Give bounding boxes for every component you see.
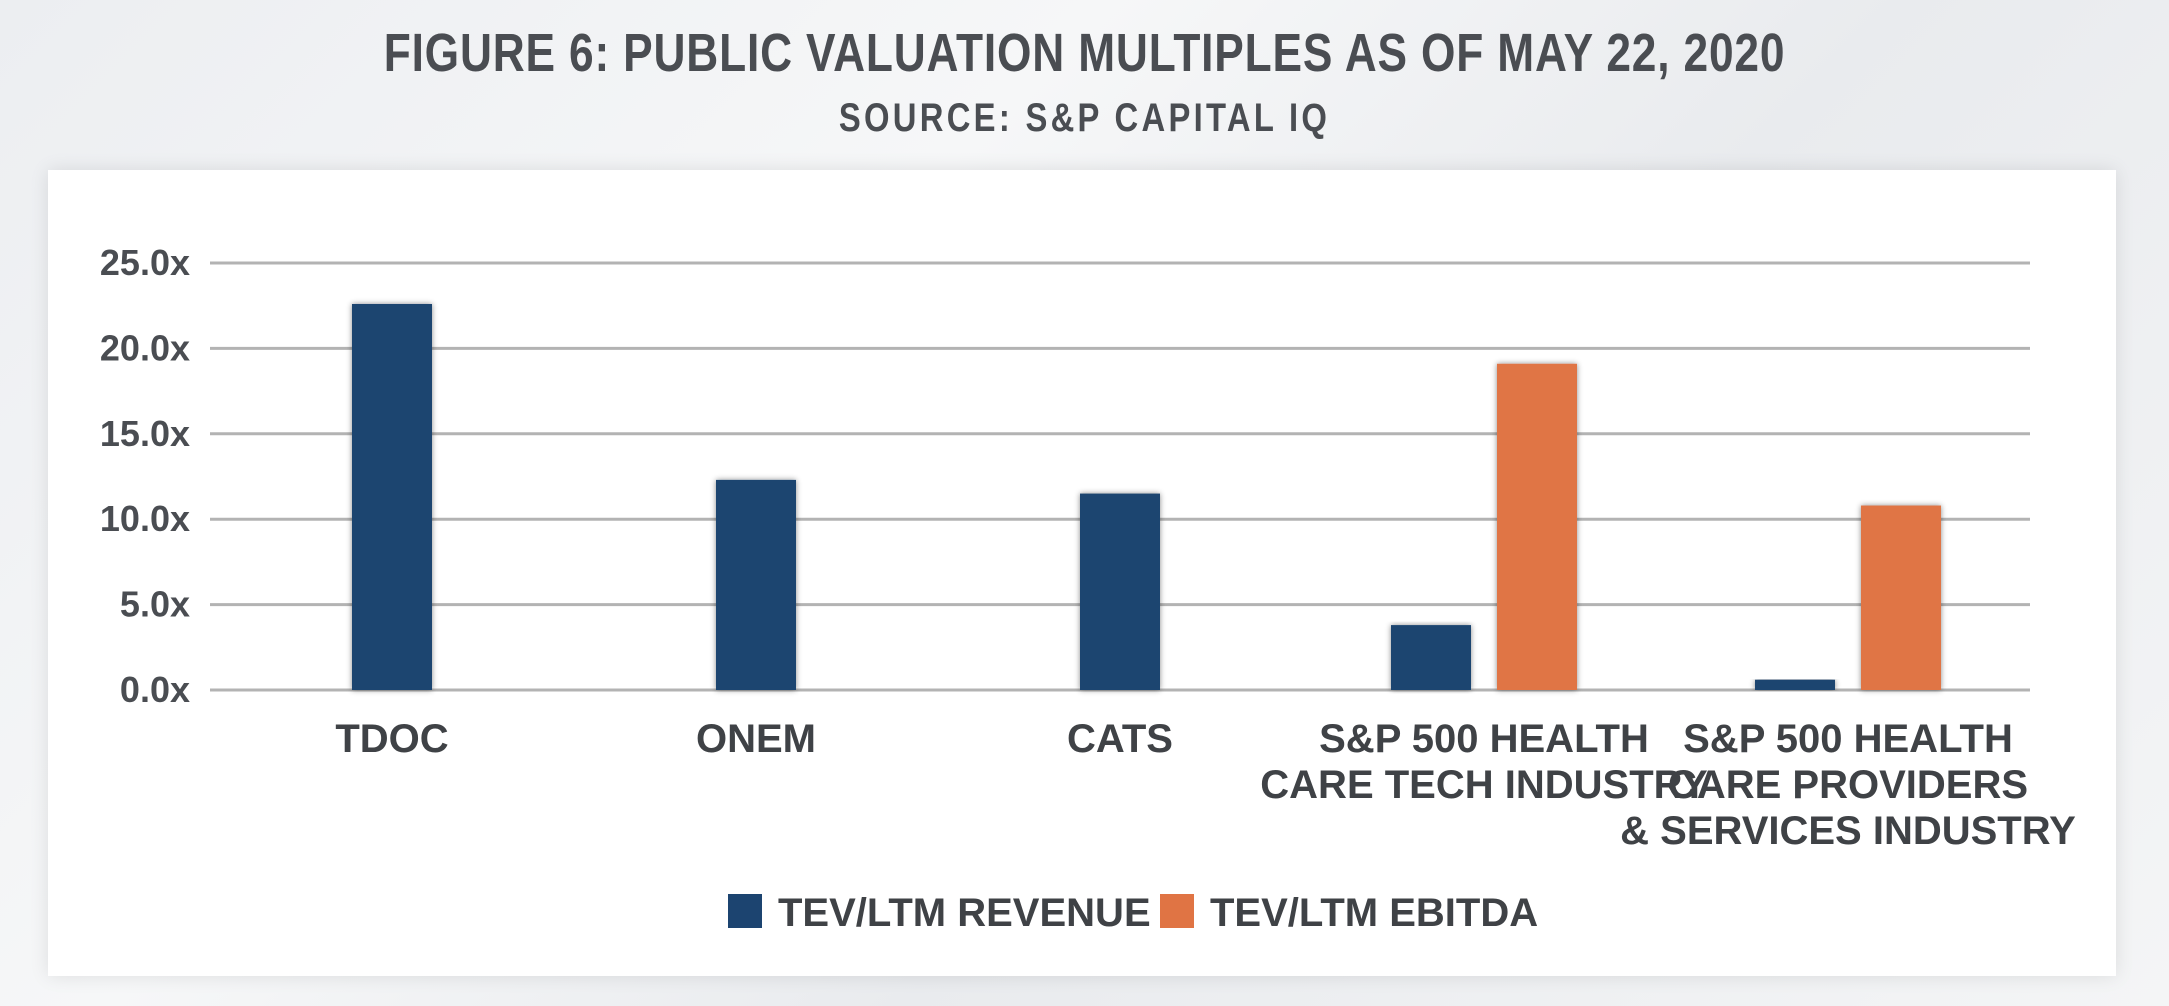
x-category-label: CARE PROVIDERS (1668, 763, 2028, 807)
chart-subtitle: SOURCE: S&P CAPITAL IQ (838, 96, 1331, 140)
legend-swatch (728, 894, 762, 928)
bar-revenue (716, 479, 796, 690)
bar-ebitda (1497, 363, 1577, 690)
x-category-label: ONEM (696, 717, 816, 761)
legend-swatch (1160, 894, 1194, 928)
legend: TEV/LTM REVENUE TEV/LTM EBITDA (728, 891, 1538, 935)
y-tick-label: 25.0x (100, 242, 190, 283)
bar-revenue (352, 303, 432, 690)
bars (352, 303, 1941, 690)
y-tick-label: 5.0x (120, 584, 190, 625)
x-category-label: CARE TECH INDUSTRY (1260, 763, 1708, 807)
legend-label: TEV/LTM EBITDA (1210, 891, 1538, 935)
y-tick-label: 20.0x (100, 327, 190, 368)
x-category-label: S&P 500 HEALTH (1683, 717, 2013, 761)
y-tick-label: 0.0x (120, 669, 190, 710)
axis-labels: 0.0x 5.0x 10.0x 15.0x 20.0x 25.0x TDOC ONEM CATS… (100, 242, 2076, 853)
y-tick-label: 10.0x (100, 498, 190, 539)
chart-title: FIGURE 6: PUBLIC VALUATION MULTIPLES AS … (383, 23, 1786, 83)
gridlines (210, 261, 2030, 692)
x-category-label: TDOC (335, 717, 448, 761)
y-tick-label: 15.0x (100, 413, 190, 454)
x-category-label: & SERVICES INDUSTRY (1620, 809, 2076, 853)
x-category-label: S&P 500 HEALTH (1319, 717, 1649, 761)
bar-ebitda (1861, 505, 1941, 690)
bar-revenue (1755, 679, 1835, 690)
legend-label: TEV/LTM REVENUE (778, 891, 1151, 935)
bar-revenue (1391, 625, 1471, 690)
bar-revenue (1080, 493, 1160, 690)
x-category-label: CATS (1067, 717, 1173, 761)
